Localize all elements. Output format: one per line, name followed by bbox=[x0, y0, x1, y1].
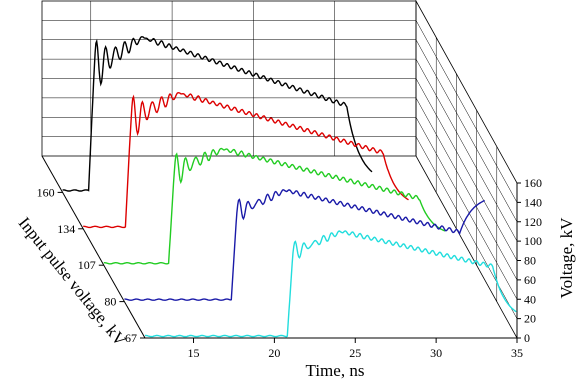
side-gridline bbox=[415, 97, 518, 280]
axes-layer: 15 20 25 30 350 20 40 60 80 100 120 140 160 67 80 107 13… bbox=[37, 155, 542, 360]
x-tick-label: 25 bbox=[349, 346, 361, 360]
z-tick-label: 67 bbox=[125, 331, 137, 345]
side-gridline bbox=[415, 20, 518, 203]
series-line-80 bbox=[124, 189, 485, 301]
z-tick-label: 107 bbox=[78, 258, 96, 272]
side-gridline bbox=[415, 136, 518, 319]
y-tick-label: 100 bbox=[524, 234, 542, 248]
x-tick-label: 15 bbox=[188, 346, 200, 360]
z-tick-label: 134 bbox=[57, 222, 75, 236]
x-axis-label: Time, ns bbox=[306, 361, 365, 379]
side-wall-grid bbox=[415, 0, 518, 340]
z-tick-label: 80 bbox=[104, 295, 116, 309]
y-tick-label: 140 bbox=[524, 195, 542, 209]
x-tick-label: 20 bbox=[268, 346, 280, 360]
z-tick-label: 160 bbox=[37, 185, 55, 199]
series-line-107 bbox=[103, 147, 446, 265]
z-axis-line bbox=[41, 155, 146, 339]
x-tick-label: 30 bbox=[430, 346, 442, 360]
y-tick-label: 80 bbox=[524, 254, 536, 268]
side-gridline bbox=[415, 59, 518, 242]
y-tick-label: 120 bbox=[524, 215, 542, 229]
y-tick-label: 40 bbox=[524, 292, 536, 306]
series-layer bbox=[62, 36, 517, 338]
series-line-134 bbox=[83, 91, 409, 229]
series-line-160 bbox=[62, 36, 373, 192]
side-gridline bbox=[415, 78, 518, 261]
y-tick-label: 60 bbox=[524, 273, 536, 287]
side-gridline bbox=[415, 117, 518, 300]
y-axis-label: Voltage, kV bbox=[557, 217, 576, 299]
y-tick-label: 0 bbox=[524, 331, 530, 345]
series-line-67 bbox=[145, 230, 517, 338]
y-tick-label: 160 bbox=[524, 176, 542, 190]
back-wall-grid bbox=[41, 0, 417, 157]
y-tick-label: 20 bbox=[524, 312, 536, 326]
side-gridline bbox=[415, 39, 518, 222]
x-tick-label: 35 bbox=[511, 346, 523, 360]
